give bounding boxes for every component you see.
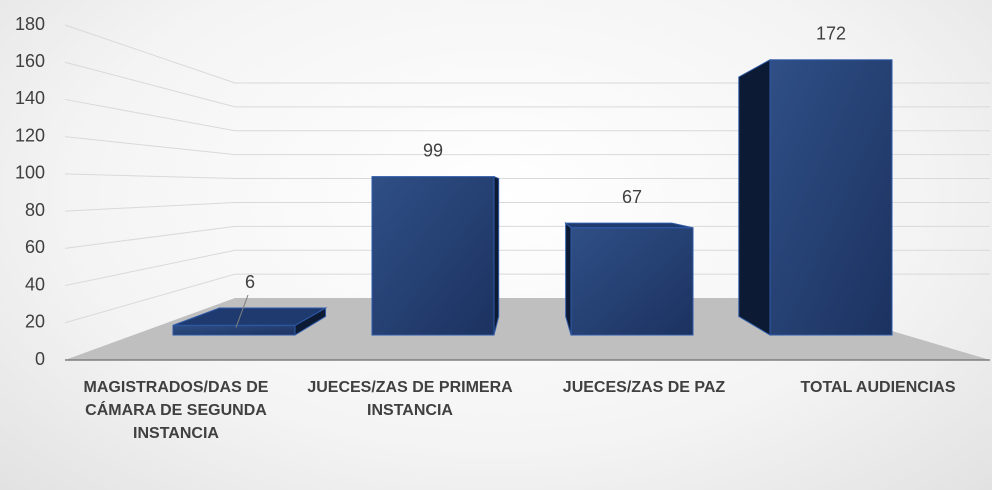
x-tick-label: JUECES/ZAS DE PRIMERA INSTANCIA [307, 379, 513, 419]
x-tick-label: JUECES/ZAS DE PAZ [562, 379, 726, 396]
value-label: 67 [622, 187, 642, 207]
leader-line [235, 294, 249, 328]
y-tick-label: 80 [25, 200, 45, 220]
y-tick-label: 160 [15, 51, 45, 71]
bar [738, 58, 893, 336]
bar [564, 222, 694, 336]
bar [371, 175, 500, 336]
y-tick-label: 120 [15, 125, 45, 145]
x-tick-label: TOTAL AUDIENCIAS [800, 379, 956, 396]
y-tick-label: 40 [25, 274, 45, 294]
bar-side [738, 58, 771, 336]
y-tick-label: 20 [25, 312, 45, 332]
value-label: 172 [816, 24, 846, 44]
x-tick-label: MAGISTRADOS/DAS DE CÁMARA DE SEGUNDA INS… [83, 379, 269, 442]
bar-front [769, 59, 893, 336]
value-label: 6 [245, 272, 255, 292]
bar-front [172, 324, 296, 336]
bar-side [565, 222, 572, 336]
bar [172, 307, 328, 336]
y-tick-label: 100 [15, 163, 45, 183]
y-tick-label: 0 [35, 349, 45, 369]
bar-front [570, 227, 694, 336]
value-label: 99 [423, 140, 443, 160]
bar-top [564, 222, 694, 229]
y-tick-label: 60 [25, 237, 45, 257]
bar-front [371, 176, 495, 336]
bar-side [493, 175, 500, 336]
y-tick-label: 140 [15, 88, 45, 108]
y-tick-label: 180 [15, 14, 45, 34]
